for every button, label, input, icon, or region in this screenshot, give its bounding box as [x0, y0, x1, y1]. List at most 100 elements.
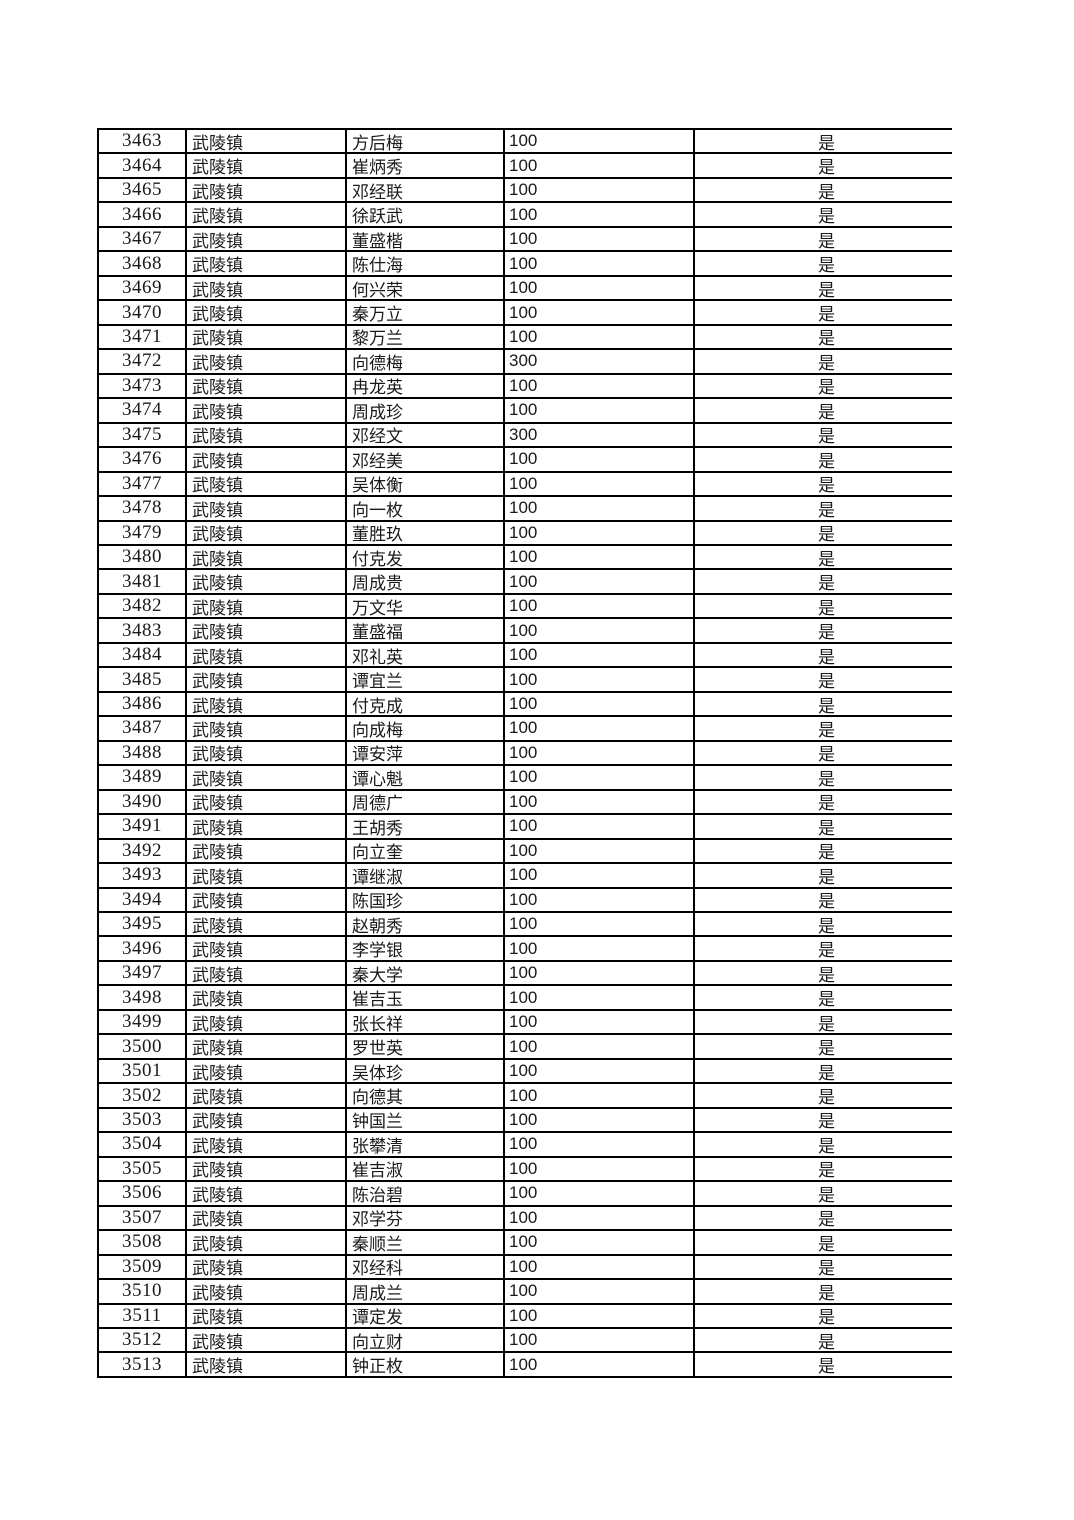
amount-cell: 100	[505, 1035, 693, 1058]
amount-cell: 300	[505, 423, 693, 447]
name-cell: 吴体衡	[347, 472, 503, 496]
amount-cell: 100	[505, 986, 693, 1009]
amount-cell: 100	[505, 399, 693, 422]
serial-cell: 3474	[99, 399, 185, 422]
confirmed-cell: 是	[695, 1084, 958, 1107]
town-cell: 武陵镇	[187, 1084, 345, 1107]
town-cell: 武陵镇	[187, 1304, 345, 1327]
confirmed-cell: 是	[695, 472, 958, 496]
name-cell: 向德其	[347, 1084, 503, 1107]
serial-cell: 3506	[99, 1182, 185, 1205]
amount-cell: 100	[505, 154, 693, 177]
amount-cell: 100	[505, 1059, 693, 1083]
confirmed-cell: 是	[695, 766, 958, 789]
amount-cell: 100	[505, 1231, 693, 1254]
town-cell: 武陵镇	[187, 913, 345, 936]
town-cell: 武陵镇	[187, 227, 345, 251]
town-cell: 武陵镇	[187, 325, 345, 349]
confirmed-cell: 是	[695, 1182, 958, 1205]
amount-cell: 100	[505, 1157, 693, 1181]
name-cell: 张攀清	[347, 1133, 503, 1156]
town-cell: 武陵镇	[187, 1328, 345, 1352]
serial-cell: 3489	[99, 766, 185, 789]
serial-cell: 3487	[99, 717, 185, 740]
town-cell: 武陵镇	[187, 545, 345, 569]
records-table: 3463 武陵镇 方后梅 100 是 3464 武陵镇 崔炳秀 100 是 3465 武陵镇 邓经联 10…	[97, 128, 958, 1378]
amount-cell: 100	[505, 717, 693, 740]
confirmed-cell: 是	[695, 839, 958, 863]
amount-cell: 100	[505, 692, 693, 716]
town-cell: 武陵镇	[187, 252, 345, 275]
amount-cell: 100	[505, 1084, 693, 1107]
confirmed-cell: 是	[695, 1255, 958, 1279]
serial-cell: 3498	[99, 986, 185, 1009]
name-cell: 赵朝秀	[347, 913, 503, 936]
serial-cell: 3502	[99, 1084, 185, 1107]
serial-cell: 3467	[99, 227, 185, 251]
serial-cell: 3503	[99, 1108, 185, 1132]
name-cell: 向成梅	[347, 717, 503, 740]
town-cell: 武陵镇	[187, 154, 345, 177]
confirmed-cell: 是	[695, 668, 958, 691]
name-cell: 向德梅	[347, 350, 503, 373]
name-cell: 罗世英	[347, 1035, 503, 1058]
amount-cell: 100	[505, 1280, 693, 1303]
amount-cell: 100	[505, 741, 693, 765]
amount-cell: 300	[505, 350, 693, 373]
serial-cell: 3499	[99, 1010, 185, 1034]
amount-cell: 100	[505, 325, 693, 349]
name-cell: 邓经文	[347, 423, 503, 447]
amount-cell: 100	[505, 1108, 693, 1132]
serial-cell: 3493	[99, 864, 185, 887]
serial-cell: 3501	[99, 1059, 185, 1083]
name-cell: 钟正枚	[347, 1353, 503, 1376]
amount-cell: 100	[505, 374, 693, 398]
serial-cell: 3513	[99, 1353, 185, 1376]
confirmed-cell: 是	[695, 717, 958, 740]
name-cell: 陈治碧	[347, 1182, 503, 1205]
name-cell: 陈国珍	[347, 888, 503, 911]
town-cell: 武陵镇	[187, 1059, 345, 1083]
name-cell: 董胜玖	[347, 521, 503, 544]
confirmed-cell: 是	[695, 1035, 958, 1058]
name-cell: 张长祥	[347, 1010, 503, 1034]
amount-cell: 100	[505, 619, 693, 642]
confirmed-cell: 是	[695, 1133, 958, 1156]
confirmed-cell: 是	[695, 570, 958, 593]
serial-cell: 3472	[99, 350, 185, 373]
amount-cell: 100	[505, 1010, 693, 1034]
confirmed-cell: 是	[695, 325, 958, 349]
confirmed-cell: 是	[695, 130, 958, 153]
amount-cell: 100	[505, 301, 693, 324]
confirmed-cell: 是	[695, 913, 958, 936]
serial-cell: 3496	[99, 937, 185, 960]
name-cell: 吴体珍	[347, 1059, 503, 1083]
amount-cell: 100	[505, 448, 693, 471]
confirmed-cell: 是	[695, 301, 958, 324]
name-cell: 付克发	[347, 545, 503, 569]
confirmed-cell: 是	[695, 252, 958, 275]
town-cell: 武陵镇	[187, 178, 345, 202]
confirmed-cell: 是	[695, 276, 958, 300]
confirmed-cell: 是	[695, 178, 958, 202]
confirmed-cell: 是	[695, 1206, 958, 1230]
serial-cell: 3473	[99, 374, 185, 398]
town-cell: 武陵镇	[187, 815, 345, 838]
confirmed-cell: 是	[695, 1304, 958, 1327]
town-cell: 武陵镇	[187, 839, 345, 863]
confirmed-cell: 是	[695, 1280, 958, 1303]
name-cell: 付克成	[347, 692, 503, 716]
name-cell: 黎万兰	[347, 325, 503, 349]
amount-cell: 100	[505, 545, 693, 569]
name-cell: 周成珍	[347, 399, 503, 422]
amount-cell: 100	[505, 521, 693, 544]
town-cell: 武陵镇	[187, 1280, 345, 1303]
town-cell: 武陵镇	[187, 619, 345, 642]
serial-cell: 3494	[99, 888, 185, 911]
confirmed-cell: 是	[695, 692, 958, 716]
town-cell: 武陵镇	[187, 668, 345, 691]
name-cell: 方后梅	[347, 130, 503, 153]
name-cell: 向立财	[347, 1328, 503, 1352]
serial-cell: 3483	[99, 619, 185, 642]
serial-cell: 3481	[99, 570, 185, 593]
